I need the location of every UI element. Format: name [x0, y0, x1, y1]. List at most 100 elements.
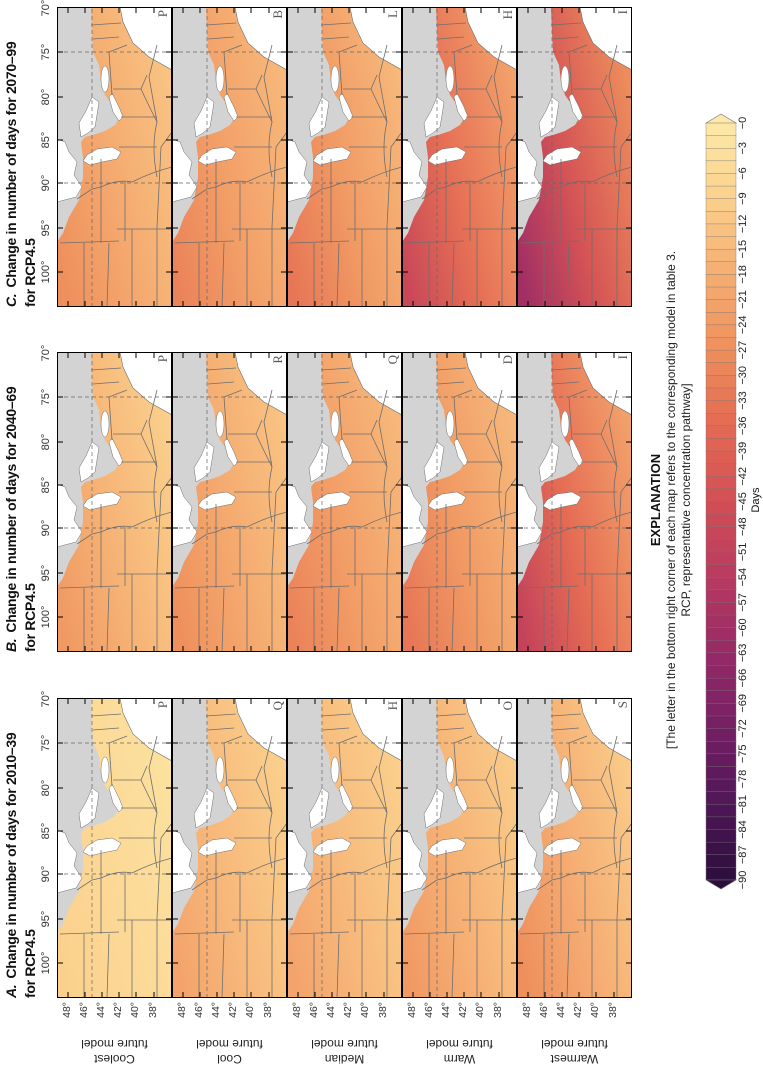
panel-letter: B. [3, 638, 19, 652]
colorbar-tick-label: −33 [737, 391, 749, 410]
map-panel: H [402, 7, 517, 307]
map [287, 698, 402, 998]
longitude-label: 70° [40, 344, 52, 362]
row-label-line2: future model [426, 1037, 493, 1051]
title-line2: for RCP4.5 [22, 583, 38, 652]
colorbar-segment [705, 160, 737, 174]
longitude-label: 75° [40, 388, 52, 406]
map [57, 7, 172, 307]
longitude-label: 100° [40, 260, 52, 284]
longitude-label: 70° [40, 690, 52, 708]
colorbar-segment [705, 172, 737, 187]
row-label: Warmest future model [517, 1026, 632, 1066]
map [172, 698, 287, 998]
colorbar-segment [705, 236, 737, 250]
colorbar-segment [705, 198, 737, 212]
title-line2: for RCP4.5 [22, 929, 38, 998]
colorbar-segment [705, 500, 737, 515]
colorbar-segment [705, 286, 737, 300]
colorbar-segment [705, 135, 737, 149]
row-label-line1: Warmest [550, 1052, 599, 1066]
colorbar-segment [705, 601, 737, 616]
model-letter: I [615, 10, 630, 15]
colorbar-tick-label: −3 [737, 141, 749, 155]
row-label: Median future model [287, 1026, 402, 1066]
colorbar-segment [705, 677, 737, 691]
colorbar-max-arrow [704, 113, 738, 124]
longitude-label: 75° [40, 734, 52, 752]
colorbar-unit-label: Days [750, 487, 762, 513]
colorbar-tick-label: −42 [737, 466, 749, 486]
row-label-line2: future model [81, 1037, 148, 1051]
colorbar-segment [705, 425, 737, 439]
colorbar-segment [705, 639, 737, 654]
colorbar-segment [705, 791, 737, 805]
model-letter: R [270, 355, 285, 364]
map [517, 352, 632, 652]
colorbar-segment [705, 866, 737, 881]
colorbar-segment [705, 652, 737, 666]
colorbar-tick-label: −15 [737, 239, 749, 259]
row-label-line2: future model [541, 1037, 608, 1051]
colorbar-tick-label: −9 [737, 192, 749, 205]
colorbar-segment [705, 803, 737, 818]
model-letter: H [385, 701, 400, 711]
colorbar-segment [705, 349, 737, 363]
colorbar-segment [705, 829, 737, 843]
colorbar-tick-label: −69 [737, 694, 749, 713]
colorbar-segment [705, 551, 737, 565]
longitude-label: 80° [40, 779, 52, 797]
colorbar-segment [705, 627, 737, 641]
colorbar-tick-label: −66 [737, 668, 749, 688]
panel-title-b: B. Change in number of days for 2040–69 fo… [2, 387, 40, 652]
title-text: Change in number of days for 2040–69 [3, 386, 19, 633]
longitude-label: 95° [40, 219, 52, 237]
title-line1: C. Change in number of days for 2070–99 [2, 42, 21, 307]
map-panel: I [517, 352, 632, 652]
panel-title-c: C. Change in number of days for 2070–99 fo… [2, 42, 40, 307]
colorbar-tick-label: −84 [737, 820, 749, 839]
colorbar-segment [705, 223, 737, 237]
colorbar-segment [705, 147, 737, 162]
colorbar-segment [705, 816, 737, 830]
longitude-label: 85° [40, 476, 52, 494]
map-panel: D [402, 352, 517, 652]
map [287, 7, 402, 307]
map [172, 7, 287, 307]
map [402, 7, 517, 307]
model-letter: O [500, 701, 515, 711]
colorbar-segment [705, 248, 737, 262]
colorbar-tick-label: −57 [737, 593, 749, 612]
model-letter: P [155, 10, 170, 18]
colorbar-segment [705, 778, 737, 792]
map-panel: P [57, 7, 172, 307]
row-label-line1: Warm [443, 1052, 476, 1066]
row-label-line2: future model [196, 1037, 263, 1051]
colorbar-segment [705, 387, 737, 401]
title-line1: B. Change in number of days for 2040–69 [2, 387, 21, 652]
title-text: Change in number of days for 2010–39 [3, 732, 19, 979]
longitude-label: 70° [40, 0, 52, 17]
colorbar-segment [705, 715, 737, 729]
colorbar-tick-label: −45 [737, 492, 749, 511]
title-line1: A. Change in number of days for 2010–39 [2, 733, 21, 998]
longitude-label: 90° [40, 174, 52, 192]
colorbar-segment [705, 538, 737, 553]
row-label-line1: Median [324, 1052, 365, 1066]
colorbar-segment [705, 463, 737, 477]
longitude-label: 75° [40, 43, 52, 61]
colorbar-tick-label: −60 [737, 618, 749, 638]
colorbar-tick-label: −90 [737, 870, 749, 890]
colorbar-tick-label: −75 [737, 744, 749, 764]
model-letter: P [155, 701, 170, 709]
colorbar-tick-label: −18 [737, 265, 749, 284]
colorbar-segment [705, 854, 737, 868]
colorbar-segment [705, 526, 737, 540]
map [57, 352, 172, 652]
colorbar-segment [705, 589, 737, 603]
row-label: Coolest future model [57, 1026, 172, 1066]
colorbar-segment [705, 728, 737, 742]
model-letter: Q [385, 355, 400, 365]
colorbar-segment [705, 273, 737, 288]
